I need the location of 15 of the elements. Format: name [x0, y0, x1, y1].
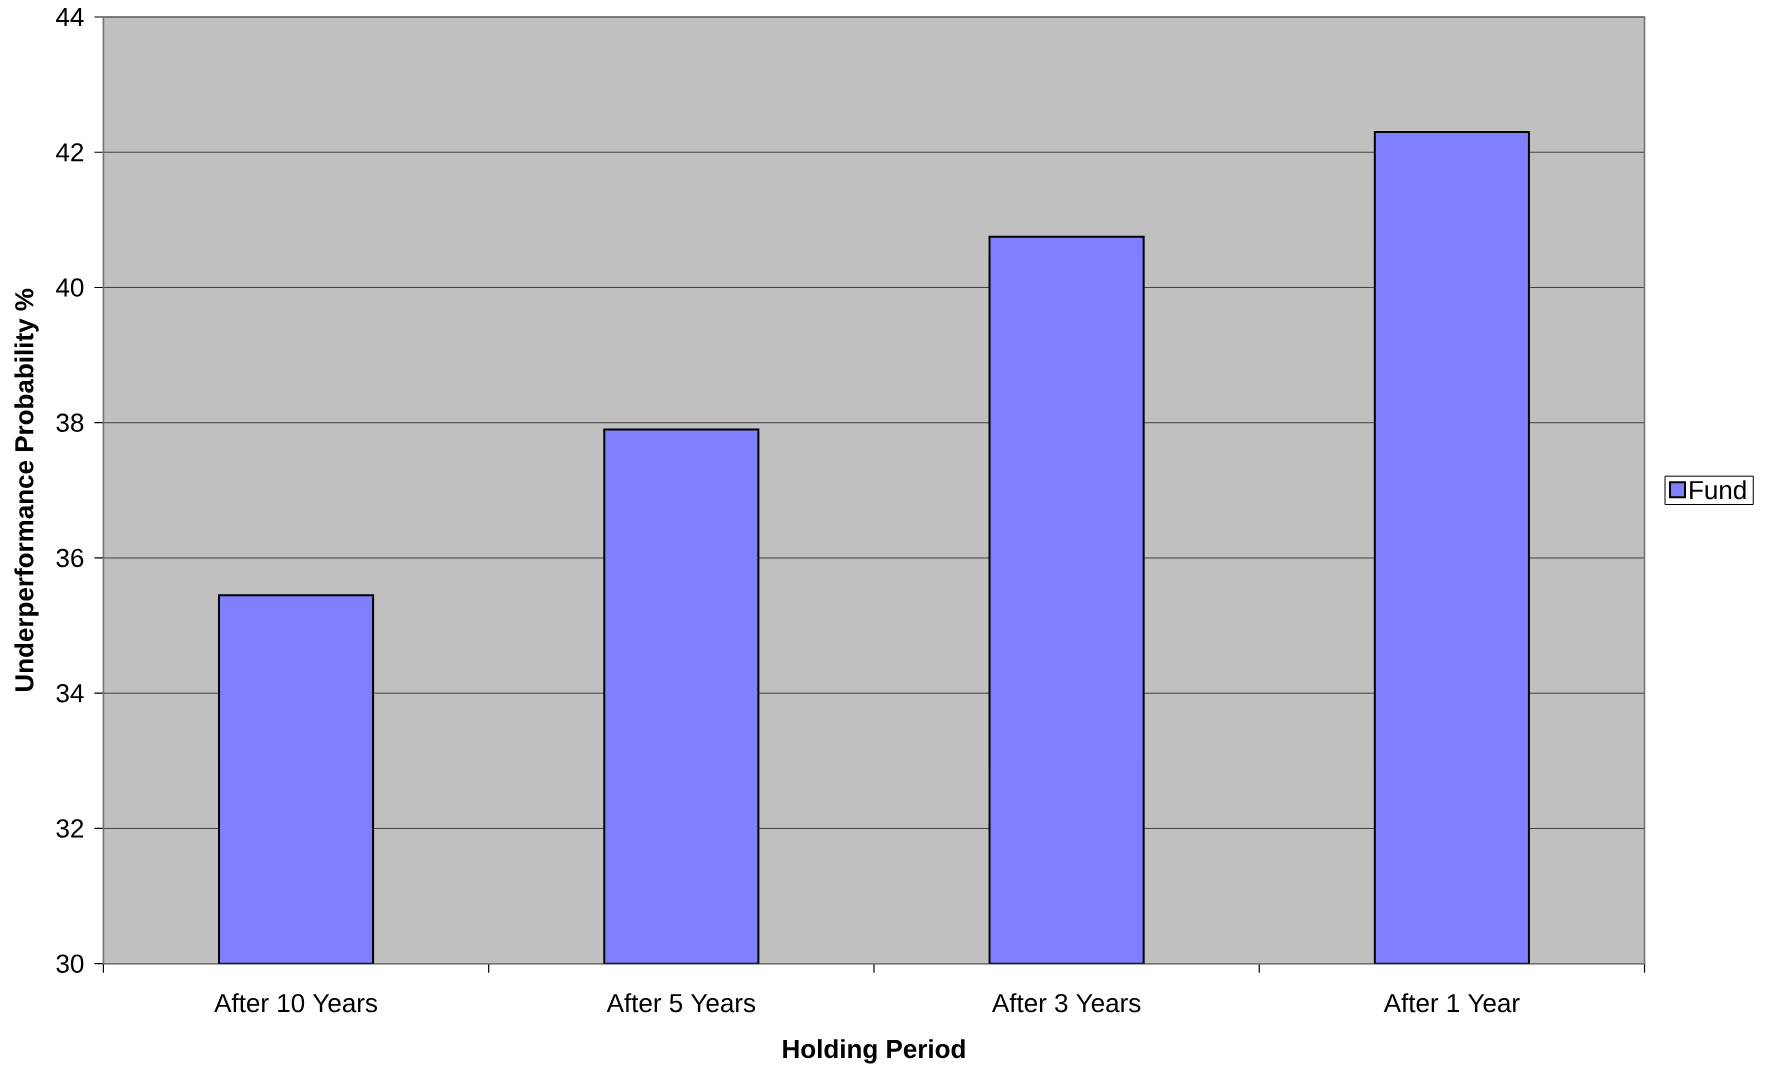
y-tick-label: 44: [56, 8, 84, 26]
y-axis-title: Underperformance Probability %: [14, 288, 39, 692]
y-tick-label: 34: [56, 684, 84, 703]
y-tick-label: 42: [56, 143, 84, 162]
x-tick-label: After 5 Years: [606, 993, 756, 1013]
y-tick-label: 40: [56, 278, 84, 297]
y-tick-label: 38: [56, 413, 84, 432]
x-tick-label: After 3 Years: [991, 993, 1141, 1013]
x-axis-title: Holding Period: [783, 1039, 965, 1064]
legend-label: Fund: [1690, 480, 1746, 500]
y-tick-label: 36: [56, 548, 84, 568]
y-tick-label: 30: [56, 954, 84, 973]
x-tick-label: After 1 Year: [1383, 993, 1520, 1013]
y-tick-label: 32: [56, 819, 84, 838]
x-tick-label: After 10 Years: [214, 993, 377, 1013]
